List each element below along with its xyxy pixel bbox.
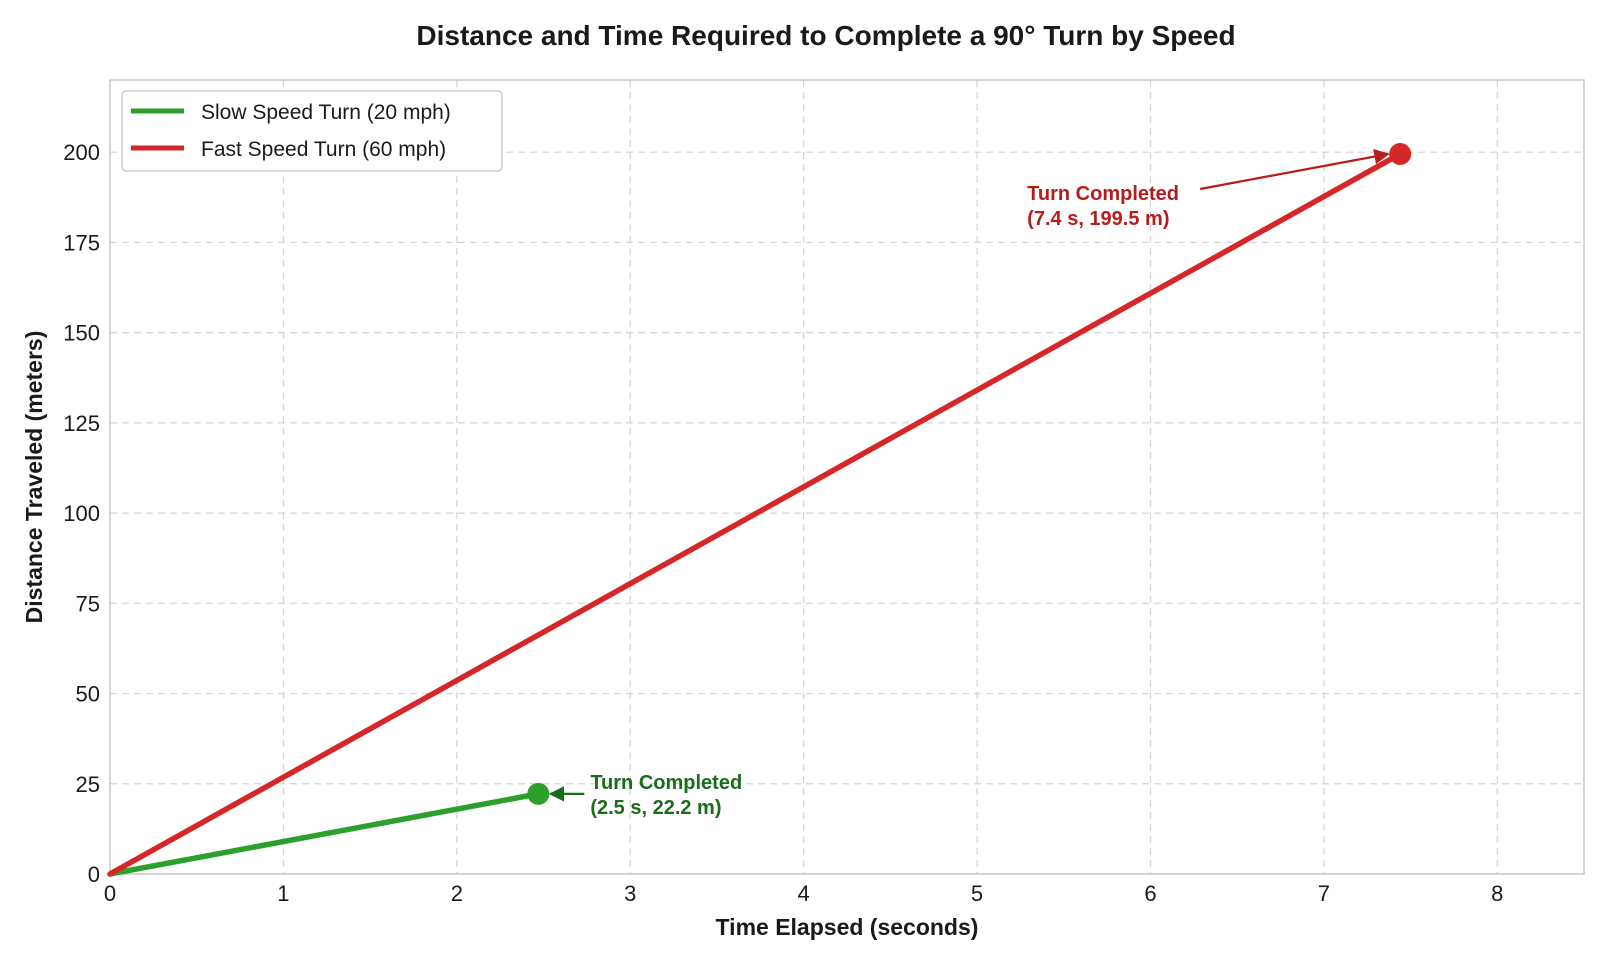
y-tick-label: 50 [76, 682, 100, 707]
series-line-slow [107, 791, 542, 877]
y-axis-label: Distance Traveled (meters) [21, 331, 47, 624]
y-axis-ticks: 0 25 50 75 100 125 150 175 200 [63, 140, 100, 887]
y-tick-label: 125 [63, 411, 100, 436]
x-axis-ticks: 0 1 2 3 4 5 6 7 8 [104, 881, 1504, 906]
end-point-fast [1389, 142, 1412, 165]
annotation-arrow-fast [1199, 148, 1390, 191]
legend-box [121, 90, 503, 172]
legend-label-slow: Slow Speed Turn (20 mph) [201, 101, 451, 124]
legend: Slow Speed Turn (20 mph) Fast Speed Turn… [121, 90, 503, 172]
x-tick-label: 4 [798, 881, 810, 906]
series-line-fast [107, 151, 1403, 877]
annotation-text-slow: Turn Completed [590, 772, 742, 794]
y-tick-label: 0 [88, 862, 100, 887]
y-tick-label: 200 [63, 140, 100, 165]
annotation-text-fast: Turn Completed [1027, 183, 1179, 205]
y-tick-label: 150 [63, 321, 100, 346]
series [107, 142, 1412, 877]
x-axis-label: Time Elapsed (seconds) [716, 914, 979, 940]
x-tick-label: 3 [624, 881, 636, 906]
legend-label-fast: Fast Speed Turn (60 mph) [201, 138, 446, 161]
chart-title: Distance and Time Required to Complete a… [416, 20, 1235, 51]
y-tick-label: 25 [76, 772, 100, 797]
y-tick-label: 75 [76, 591, 100, 616]
x-tick-label: 8 [1491, 881, 1503, 906]
x-tick-label: 1 [277, 881, 289, 906]
x-tick-label: 2 [451, 881, 463, 906]
y-tick-label: 175 [63, 230, 100, 255]
x-tick-label: 7 [1318, 881, 1330, 906]
x-tick-label: 0 [104, 881, 116, 906]
y-tick-label: 100 [63, 501, 100, 526]
end-point-slow [527, 782, 550, 805]
annotation-text-fast: (7.4 s, 199.5 m) [1027, 208, 1169, 230]
annotations: Turn Completed (2.5 s, 22.2 m) Turn Comple… [548, 148, 1390, 819]
grid [110, 80, 1584, 874]
x-tick-label: 6 [1144, 881, 1156, 906]
x-tick-label: 5 [971, 881, 983, 906]
plot-frame [109, 79, 1585, 875]
plot-area [110, 80, 1584, 874]
annotation-text-slow: (2.5 s, 22.2 m) [590, 797, 721, 819]
